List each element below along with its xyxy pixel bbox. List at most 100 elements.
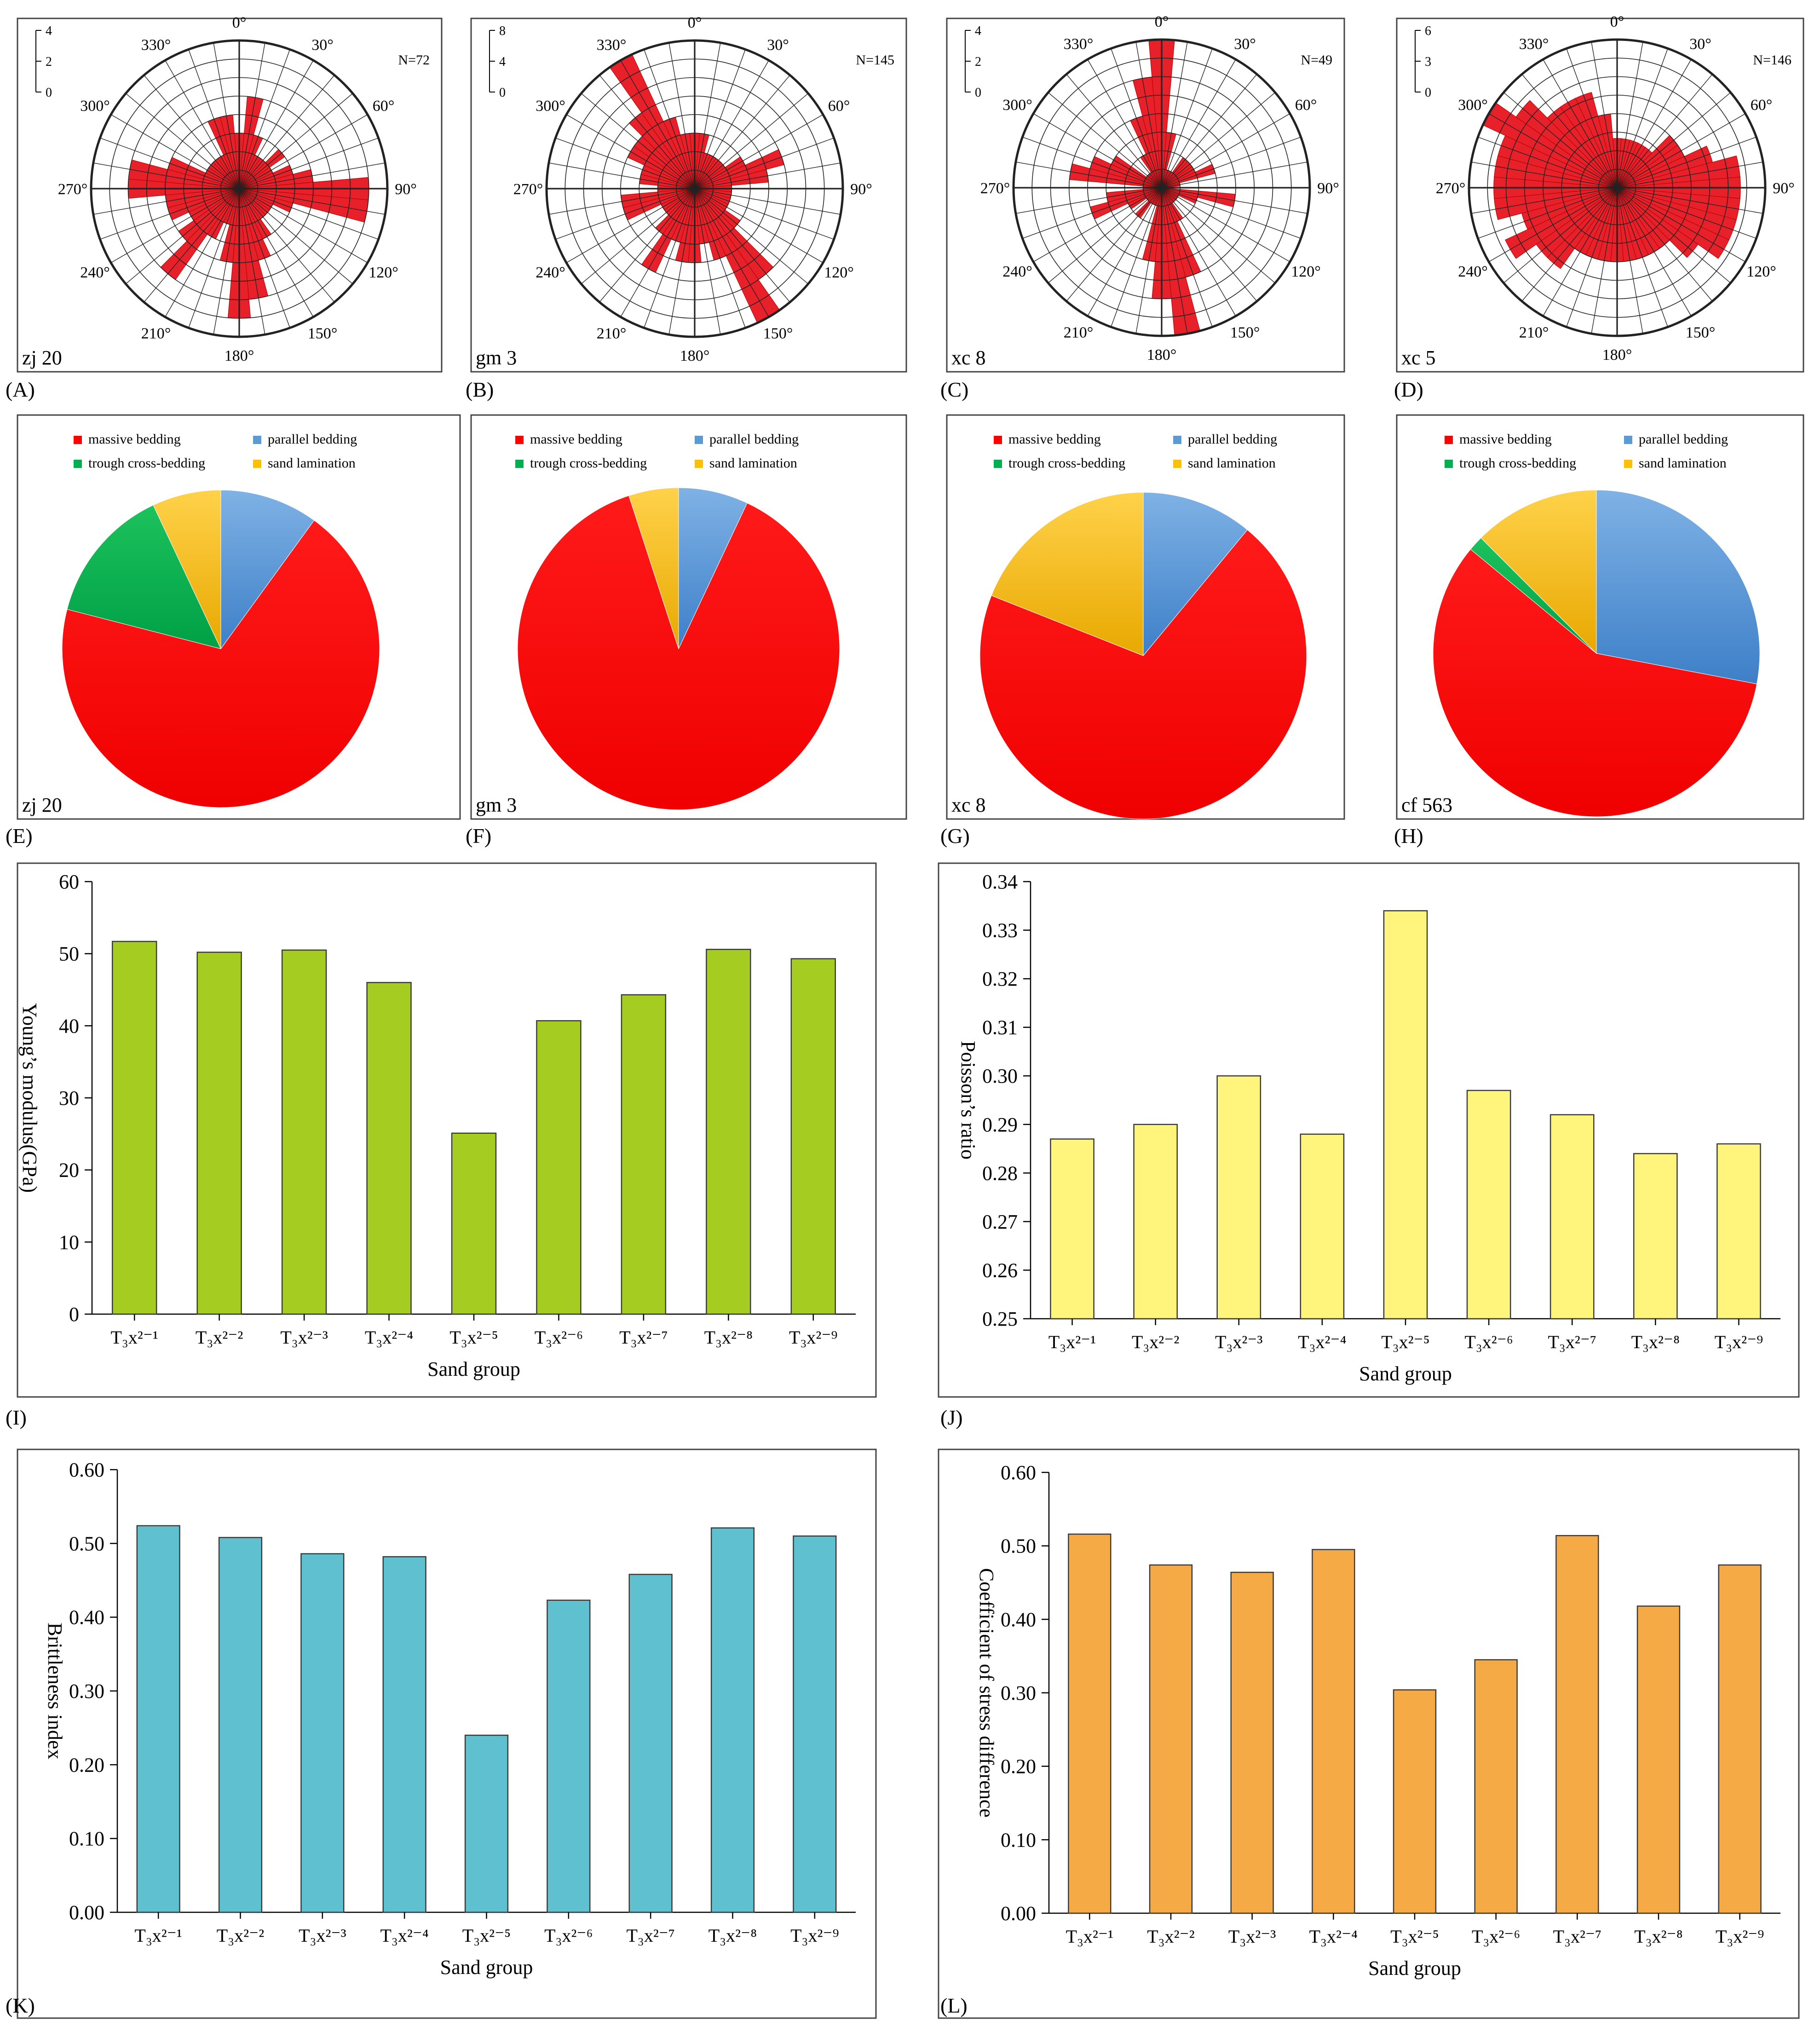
y-tick-label: 0.29 — [982, 1114, 1018, 1136]
bar — [281, 949, 327, 1315]
rose-grid-spoke — [239, 42, 265, 189]
bar — [1549, 1114, 1595, 1320]
legend-swatch — [1445, 460, 1453, 468]
rose-diagram-d: 0° 30° 60° 90° 120° 150° 180° 210° 240° 270° 300° 3… — [1396, 13, 1804, 373]
panel-label: (L) — [940, 1994, 968, 2017]
panel-label: (H) — [1394, 824, 1423, 848]
y-tick-label: 0.40 — [1001, 1608, 1036, 1631]
rose-grid-spoke — [1617, 113, 1746, 188]
rose-grid-spoke — [1135, 41, 1162, 188]
rose-grid-spoke — [599, 188, 695, 303]
rose-angle-label: 300° — [536, 98, 565, 115]
rose-angle-label: 90° — [395, 181, 417, 198]
x-tick-label: T₃x²⁻² — [217, 1925, 264, 1946]
rose-grid-spoke — [1617, 187, 1692, 317]
rose-grid-spoke — [1617, 187, 1731, 283]
x-tick-label: T₃x²⁻³ — [1215, 1332, 1262, 1352]
pie-slice — [979, 529, 1307, 819]
rose-grid-spoke — [694, 49, 746, 189]
bar — [1133, 1124, 1178, 1320]
rose-count-label: N=72 — [398, 52, 430, 68]
rose-grid-spoke — [213, 42, 240, 189]
rose-angle-label: 60° — [1295, 97, 1317, 114]
pie-slice — [67, 505, 221, 649]
y-tick-label: 60 — [59, 871, 79, 893]
rose-angle-label: 270° — [58, 181, 88, 198]
x-tick-label: T₃x²⁻⁵ — [1390, 1926, 1439, 1947]
rose-grid-spoke — [1135, 187, 1162, 334]
rose-angle-label: 240° — [80, 264, 110, 281]
rose-grid-spoke — [1066, 74, 1162, 188]
panel-label: (B) — [466, 378, 494, 401]
rose-grid-spoke — [1161, 48, 1213, 188]
y-tick-label: 0.25 — [982, 1308, 1018, 1330]
x-tick-label: T₃x²⁻⁵ — [1381, 1332, 1429, 1352]
rose-grid-spoke — [239, 188, 368, 263]
sample-id: cf 563 — [1401, 794, 1452, 816]
rose-grid-spoke — [239, 75, 335, 189]
bar — [1466, 1090, 1511, 1320]
rose-grid-spoke — [213, 188, 240, 335]
y-tick-label: 0.50 — [69, 1532, 104, 1555]
rose-grid-spoke — [1617, 162, 1763, 188]
rose-grid-spoke — [239, 188, 265, 335]
rose-angle-label: 180° — [225, 347, 254, 364]
rose-grid-spoke — [694, 188, 721, 335]
bar — [1068, 1533, 1112, 1914]
rose-grid-spoke — [239, 188, 314, 317]
rose-grid-spoke — [239, 49, 290, 189]
rose-grid-spoke — [581, 93, 695, 189]
bar — [1474, 1659, 1518, 1914]
rose-count-label: N=49 — [1301, 52, 1332, 68]
legend-swatch — [994, 436, 1002, 444]
rose-grid-spoke — [239, 188, 290, 328]
rose-angle-label: 180° — [680, 347, 710, 364]
y-tick-label: 40 — [59, 1015, 79, 1037]
rose-angle-label: 270° — [1436, 180, 1466, 197]
legend-swatch — [994, 460, 1002, 468]
pie-slice — [678, 487, 748, 649]
rose-count-label: N=146 — [1753, 52, 1791, 68]
bar — [710, 1527, 755, 1913]
pie-slice — [1143, 492, 1248, 657]
rose-angle-label: 150° — [1686, 324, 1716, 341]
pie-chart-e: massive bedding parallel bedding trough cr… — [17, 414, 461, 820]
rose-grid-spoke — [1161, 162, 1308, 188]
x-tick-label: T₃x²⁻¹ — [1048, 1332, 1096, 1352]
sample-id: xc 8 — [951, 346, 986, 369]
rose-scale-label: 4 — [499, 55, 506, 69]
rose-grid-spoke — [1161, 187, 1257, 302]
x-tick-label: T₃x²⁻⁹ — [790, 1925, 839, 1946]
legend-swatch — [1173, 460, 1181, 468]
rose-grid-spoke — [694, 188, 824, 263]
rose-grid-spoke — [1488, 187, 1618, 262]
bar — [621, 994, 667, 1315]
rose-grid-spoke — [1617, 92, 1731, 188]
sample-id: zj 20 — [22, 346, 62, 369]
y-tick-label: 20 — [59, 1159, 79, 1182]
rose-grid-spoke — [239, 162, 386, 189]
y-tick-label: 0.28 — [982, 1162, 1018, 1184]
y-tick-label: 0.40 — [69, 1606, 104, 1629]
x-tick-label: T₃x²⁻² — [1147, 1926, 1194, 1947]
rose-angle-label: 240° — [1002, 263, 1032, 280]
rose-grid-spoke — [239, 93, 353, 189]
rose-angle-label: 150° — [763, 325, 793, 342]
legend-label: massive bedding — [1008, 432, 1101, 447]
rose-grid-spoke — [620, 188, 695, 317]
rose-grid-spoke — [1617, 41, 1643, 188]
rose-angle-label: 330° — [1519, 35, 1549, 52]
x-tick-label: T₃x²⁻⁶ — [544, 1925, 593, 1946]
panel-label: (E) — [6, 824, 33, 848]
legend-label: trough cross-bedding — [1008, 456, 1125, 471]
sample-id: xc 8 — [951, 794, 986, 816]
x-tick-label: T₃x²⁻² — [196, 1327, 243, 1348]
pie-legend: massive bedding parallel bedding trough cr… — [74, 432, 357, 471]
rose-grid-spoke — [1543, 187, 1618, 317]
rose-grid-spoke — [1161, 187, 1308, 214]
legend-label: parallel bedding — [709, 432, 799, 447]
rose-angle-label: 0° — [1610, 13, 1624, 30]
y-tick-label: 0.31 — [982, 1016, 1018, 1039]
rose-scale-label: 4 — [975, 24, 981, 38]
